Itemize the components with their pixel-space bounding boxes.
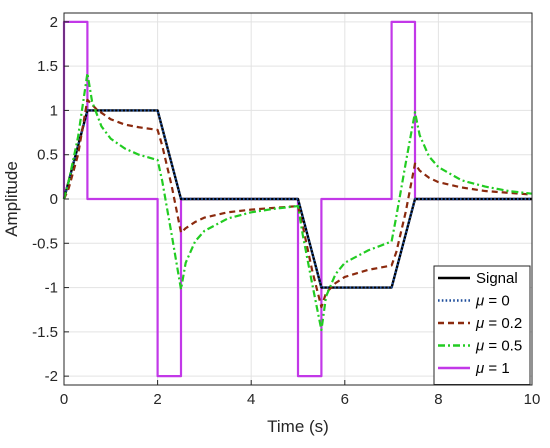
legend-mu-value: = 0 bbox=[484, 293, 509, 310]
legend-label-4: μ = 1 bbox=[475, 360, 510, 377]
series-line-2 bbox=[62, 98, 533, 309]
legend-label-2: μ = 0.2 bbox=[475, 315, 522, 332]
y-tick-label: 2 bbox=[50, 14, 58, 31]
x-tick-label: 2 bbox=[153, 391, 161, 408]
legend-mu-symbol: μ bbox=[475, 338, 484, 355]
legend-box bbox=[433, 265, 531, 385]
series-line-1 bbox=[62, 109, 532, 289]
y-tick-label: 1.5 bbox=[37, 58, 58, 75]
legend-mu-symbol: μ bbox=[475, 293, 484, 310]
series-group bbox=[62, 20, 533, 378]
legend-mu-value: = 0.2 bbox=[484, 315, 522, 332]
ticks: 0 2 4 6 8 10 -2 -1.5 -1 -0.5 0 0.5 1 1.5 2 bbox=[32, 14, 540, 408]
y-axis-label: Amplitude bbox=[2, 161, 21, 237]
legend-label-0: Signal bbox=[476, 270, 518, 287]
x-tick-label: 8 bbox=[434, 391, 442, 408]
legend-mu-value: = 0.5 bbox=[484, 338, 522, 355]
x-tick-label: 6 bbox=[341, 391, 349, 408]
x-axis-label: Time (s) bbox=[267, 417, 329, 436]
y-tick-label: -2 bbox=[45, 368, 58, 385]
y-tick-label: 0.5 bbox=[37, 147, 58, 164]
legend-mu-value: = 1 bbox=[484, 360, 509, 377]
y-tick-label: -0.5 bbox=[32, 235, 58, 252]
legend-mu-symbol: μ bbox=[475, 360, 484, 377]
x-tick-label: 10 bbox=[524, 391, 541, 408]
legend-label-3: μ = 0.5 bbox=[475, 338, 522, 355]
legend-label-1: μ = 0 bbox=[475, 293, 510, 310]
x-tick-label: 0 bbox=[60, 391, 68, 408]
y-tick-label: 1 bbox=[50, 102, 58, 119]
y-tick-label: 0 bbox=[50, 191, 58, 208]
legend-mu-symbol: μ bbox=[475, 315, 484, 332]
y-tick-label: -1.5 bbox=[32, 324, 58, 341]
series-line-3 bbox=[62, 72, 533, 332]
x-tick-label: 4 bbox=[247, 391, 255, 408]
y-tick-label: -1 bbox=[45, 280, 58, 297]
